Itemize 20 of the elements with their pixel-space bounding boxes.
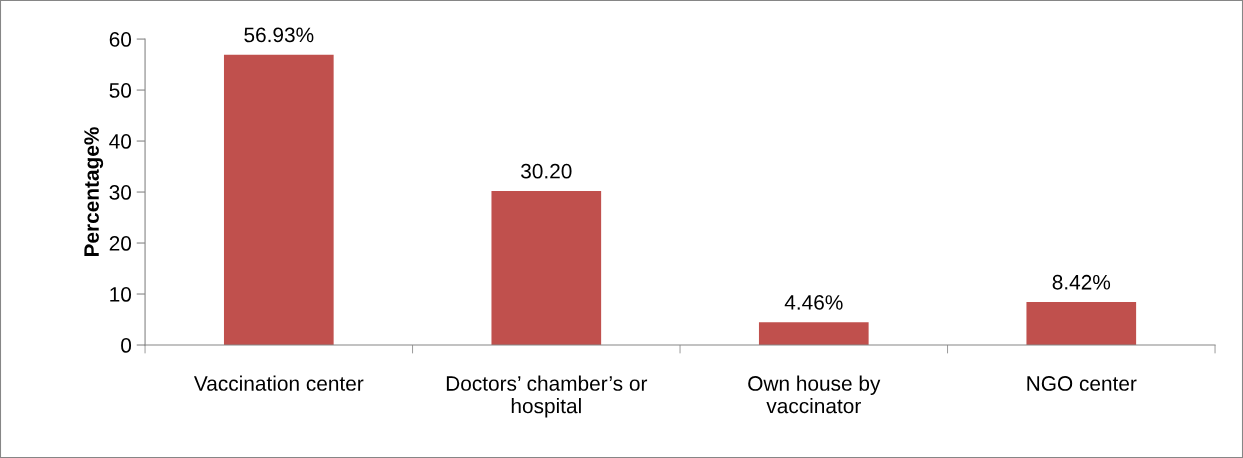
bar <box>1026 302 1137 346</box>
data-label: 30.20 <box>521 163 572 179</box>
x-tick-label: Doctors’ chamber’s or hospital <box>446 375 648 418</box>
x-tick-label: Vaccination center <box>193 375 364 391</box>
data-label: 4.46% <box>784 295 843 310</box>
y-tick-label: 10 <box>110 287 132 302</box>
y-tick-label: 40 <box>109 134 132 149</box>
y-axis-title: Percentage% <box>84 127 104 257</box>
y-tick-label: 20 <box>109 236 132 251</box>
y-tick-label: 50 <box>109 83 132 98</box>
y-tick-label: 60 <box>109 32 132 47</box>
y-tick-label: 0 <box>121 338 132 353</box>
bar <box>223 54 334 346</box>
data-label: 56.93% <box>244 27 314 43</box>
bar <box>491 191 602 346</box>
bar <box>758 322 869 346</box>
data-label: 8.42% <box>1052 274 1111 290</box>
x-tick-label: NGO center <box>1027 376 1137 391</box>
x-tick-label: Own house by vaccinator <box>748 375 881 414</box>
y-tick-label: 30 <box>109 185 132 200</box>
